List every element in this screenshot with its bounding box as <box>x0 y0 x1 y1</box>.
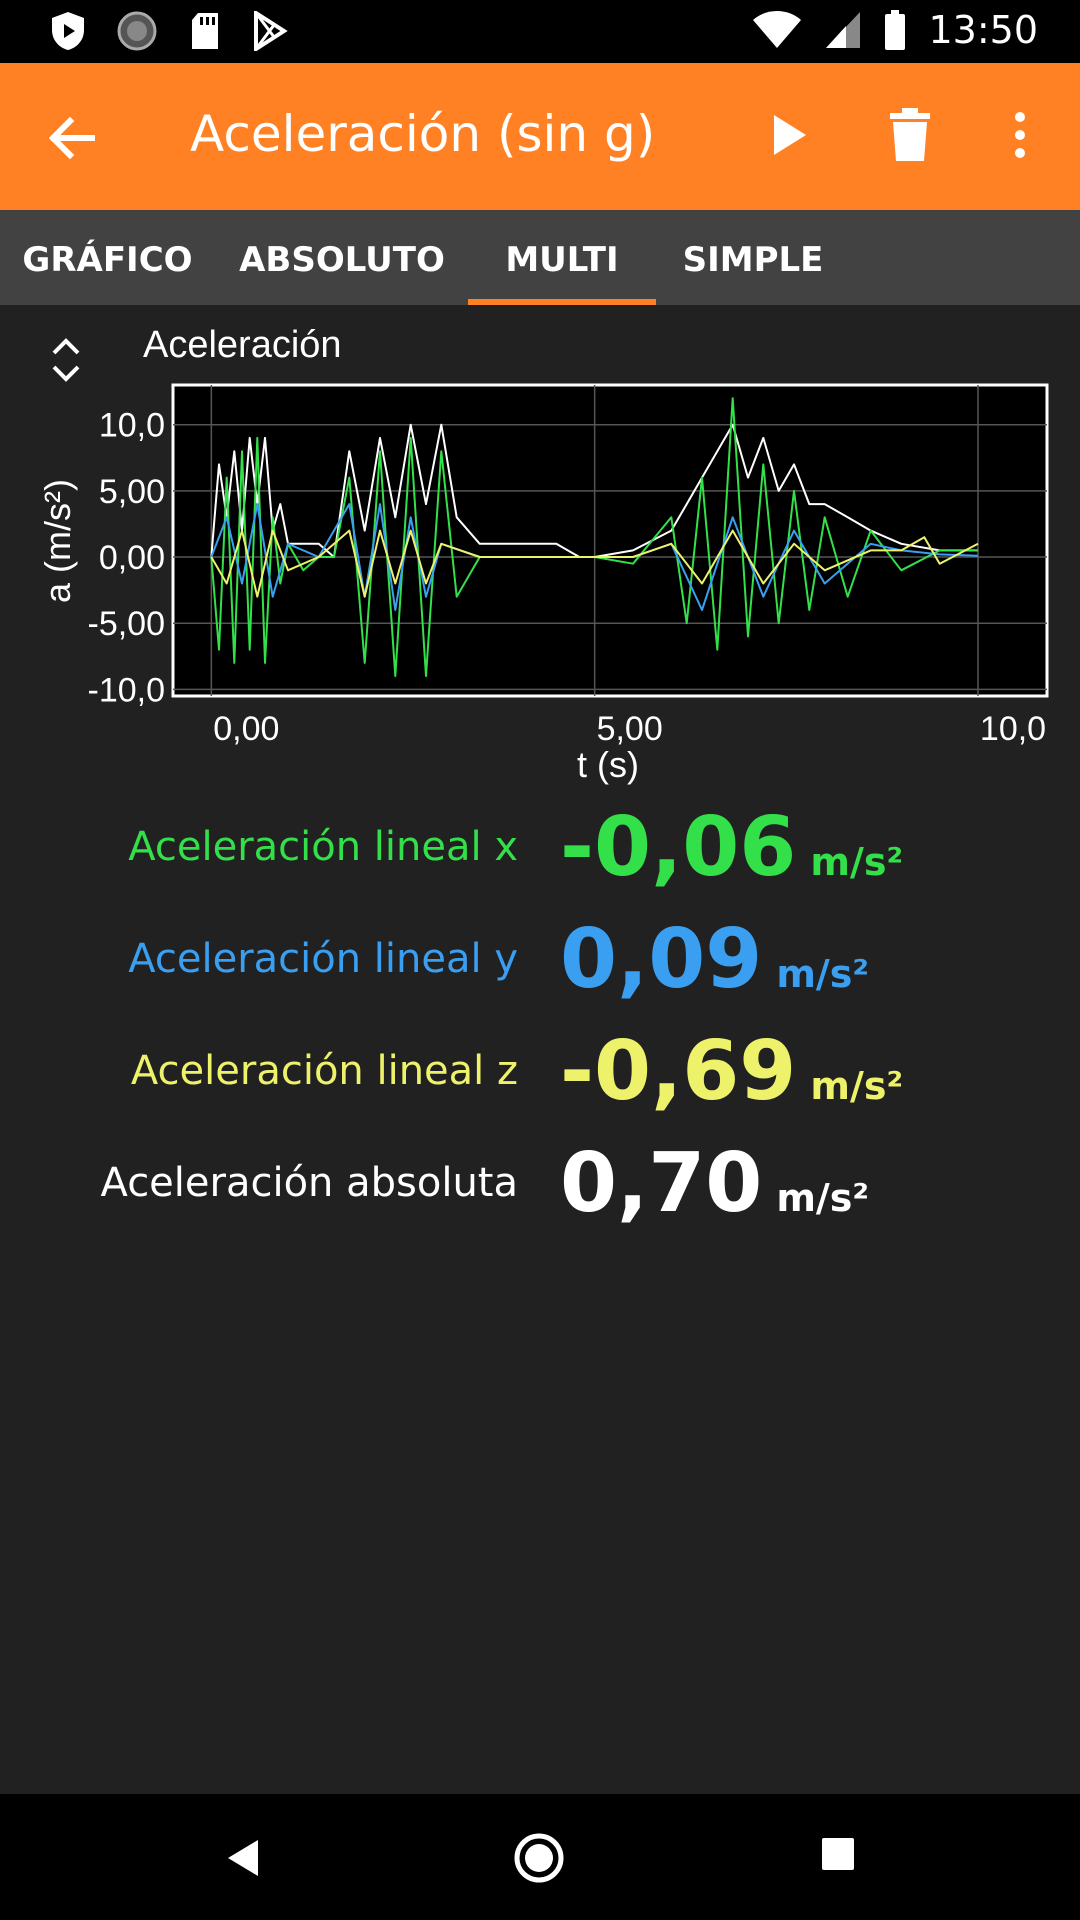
series-layer <box>210 397 979 678</box>
delete-icon[interactable] <box>880 105 940 165</box>
tab-multi[interactable]: MULTI <box>468 210 656 305</box>
sd-card-icon <box>192 13 218 49</box>
expand-collapse-icon[interactable] <box>52 338 80 382</box>
reading-value-x: -0,06 m/s² <box>560 800 903 895</box>
back-triangle-icon[interactable] <box>222 1836 262 1880</box>
play-store-icon <box>254 11 288 51</box>
x-tick-label: 0,00 <box>213 710 279 748</box>
reading-row-absolute: Aceleración absoluta 0,70 m/s² <box>0 1136 1080 1238</box>
acceleration-chart[interactable]: Aceleración 0,00 5,00 10,0 10,0 5,00 0,00 -5,0… <box>0 305 1080 785</box>
reading-number-y: 0,09 <box>560 912 763 1007</box>
home-circle-icon[interactable] <box>513 1832 565 1884</box>
reading-unit-y: m/s² <box>776 952 870 996</box>
y-tick-label: 10,0 <box>99 407 165 445</box>
x-tick-label: 10,0 <box>980 710 1046 748</box>
reading-label-z: Aceleración lineal z <box>130 1048 518 1094</box>
signal-icon <box>826 12 861 48</box>
wifi-icon <box>753 11 802 48</box>
status-bar: 13:50 <box>0 0 1080 63</box>
reading-unit-x: m/s² <box>810 840 904 884</box>
reading-unit-absolute: m/s² <box>776 1176 870 1220</box>
more-vert-icon[interactable] <box>1000 105 1040 165</box>
page-title: Aceleración (sin g) <box>190 105 656 163</box>
reading-value-absolute: 0,70 m/s² <box>560 1136 869 1231</box>
sync-icon <box>117 11 157 51</box>
plot-frame <box>171 383 1049 698</box>
y-tick-label: 0,00 <box>99 539 165 577</box>
arrow-back-icon[interactable] <box>44 108 104 168</box>
play-icon[interactable] <box>760 105 820 165</box>
reading-value-z: -0,69 m/s² <box>560 1024 903 1119</box>
app-bar: Aceleración (sin g) <box>0 63 1080 210</box>
reading-number-x: -0,06 <box>560 800 797 895</box>
reading-unit-z: m/s² <box>810 1064 904 1108</box>
nav-bar <box>0 1794 1080 1920</box>
reading-row-y: Aceleración lineal y 0,09 m/s² <box>0 912 1080 1014</box>
y-tick-label: 5,00 <box>99 473 165 511</box>
x-tick-label: 5,00 <box>597 710 663 748</box>
series-line-0 <box>210 423 978 558</box>
reading-row-z: Aceleración lineal z -0,69 m/s² <box>0 1024 1080 1126</box>
recents-square-icon[interactable] <box>820 1836 856 1872</box>
reading-label-y: Aceleración lineal y <box>128 936 518 982</box>
chart-title: Aceleración <box>143 324 342 366</box>
status-time: 13:50 <box>928 8 1038 52</box>
tab-absoluto[interactable]: ABSOLUTO <box>239 240 445 280</box>
y-tick-label: -10,0 <box>88 671 166 709</box>
shield-icon <box>52 12 84 50</box>
reading-label-x: Aceleración lineal x <box>128 824 518 870</box>
series-line-3 <box>210 529 979 598</box>
reading-row-x: Aceleración lineal x -0,06 m/s² <box>0 800 1080 902</box>
reading-number-absolute: 0,70 <box>560 1136 763 1231</box>
tick-layer: 0,00 5,00 10,0 10,0 5,00 0,00 -5,00 -10,0 <box>88 407 1047 748</box>
series-line-1 <box>210 397 978 678</box>
tab-simple[interactable]: SIMPLE <box>682 240 824 280</box>
reading-number-z: -0,69 <box>560 1024 797 1119</box>
reading-label-absolute: Aceleración absoluta <box>100 1160 518 1206</box>
battery-icon <box>885 10 906 50</box>
tab-grafico[interactable]: GRÁFICO <box>22 240 193 280</box>
plot-area: Aceleración 0,00 5,00 10,0 10,0 5,00 0,00 -5,0… <box>0 305 1080 785</box>
y-tick-label: -5,00 <box>88 605 166 643</box>
x-axis-label: t (s) <box>577 744 639 785</box>
reading-value-y: 0,09 m/s² <box>560 912 869 1007</box>
y-axis-label: a (m/s²) <box>37 479 78 603</box>
tab-bar: GRÁFICO ABSOLUTO MULTI SIMPLE <box>0 210 1080 305</box>
